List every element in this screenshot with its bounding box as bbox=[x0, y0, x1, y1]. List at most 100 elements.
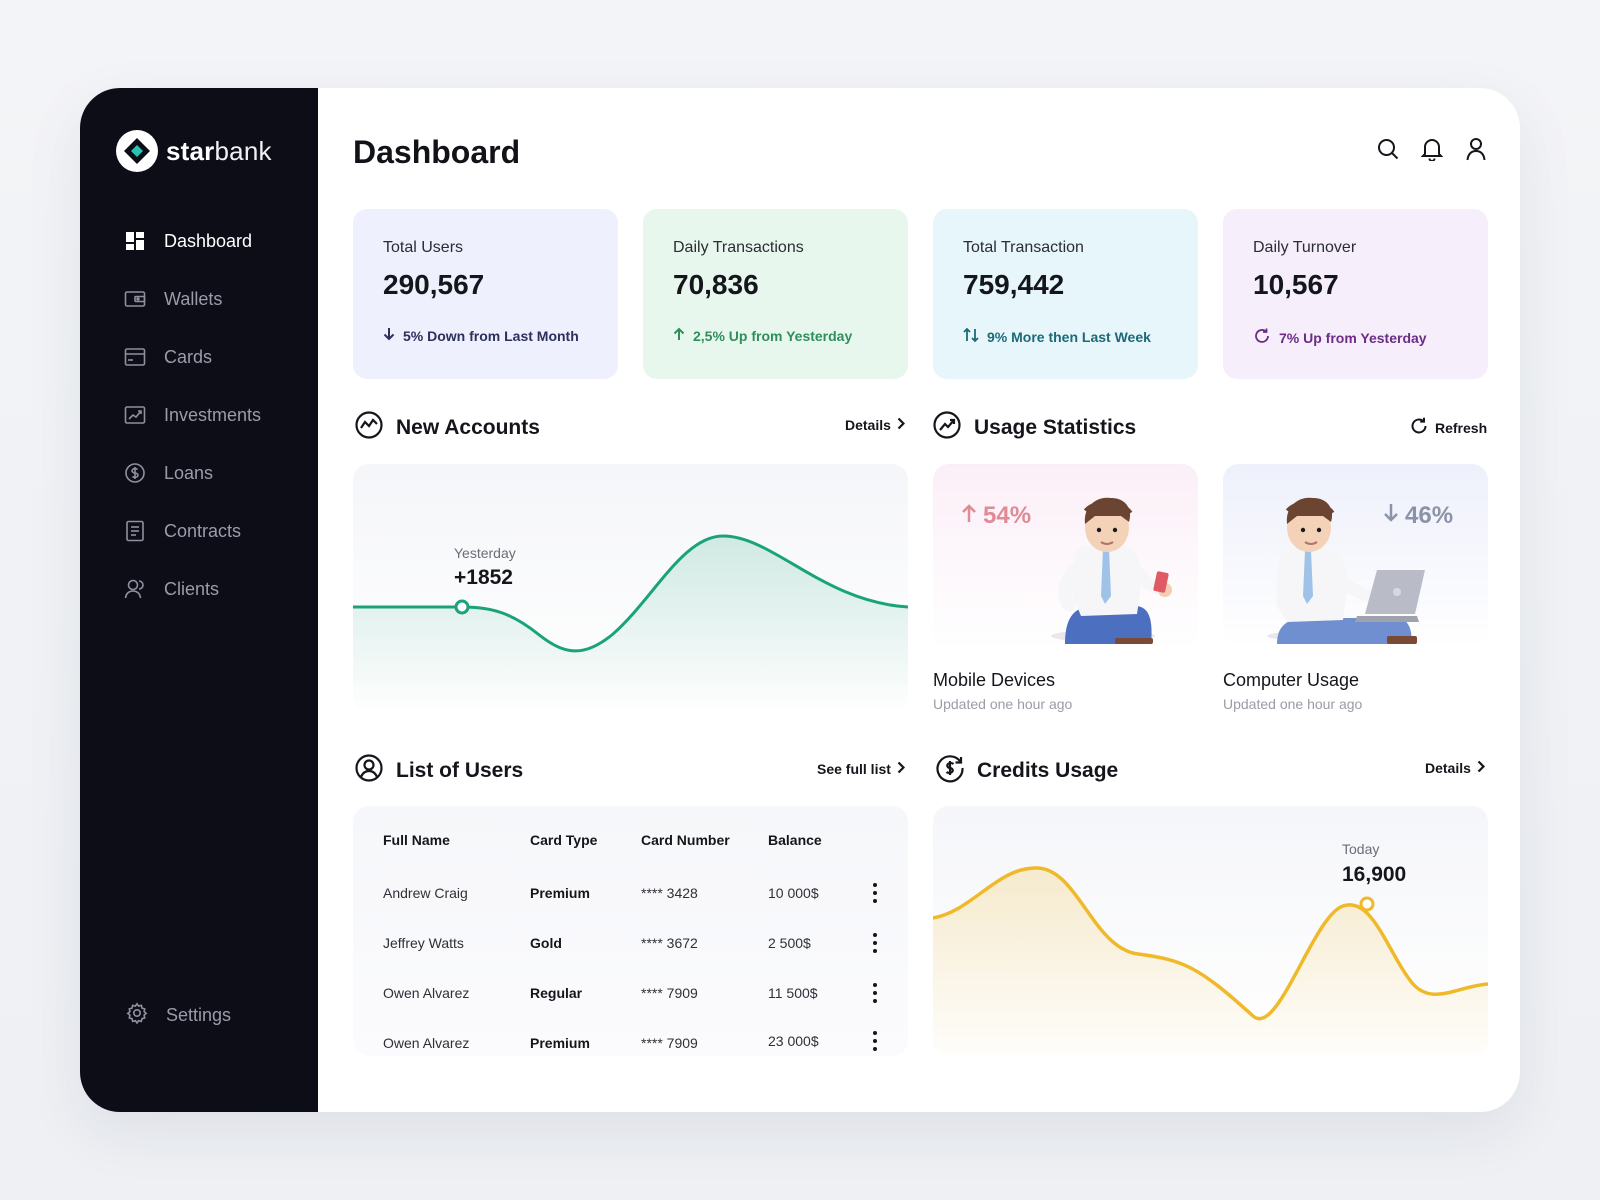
stat-card-daily-turnover[interactable]: Daily Turnover 10,567 7% Up from Yesterd… bbox=[1223, 209, 1488, 379]
refresh-icon bbox=[1409, 416, 1429, 439]
cell-card-type: Premium bbox=[530, 885, 590, 901]
settings-label: Settings bbox=[166, 1005, 232, 1025]
sidebar-item-loans[interactable]: Loans bbox=[124, 444, 261, 502]
stat-delta: 7% Up from Yesterday bbox=[1253, 327, 1427, 348]
arrow-down-icon bbox=[1383, 502, 1399, 530]
link-label: Details bbox=[845, 417, 891, 433]
sidebar: starbank Dashboard Wallets Cards bbox=[80, 88, 318, 1112]
table-row[interactable]: Jeffrey Watts Gold **** 3672 2 500$ bbox=[353, 920, 908, 968]
brand-name: starbank bbox=[166, 135, 272, 166]
table-row[interactable]: Owen Alvarez Regular **** 7909 11 500$ bbox=[353, 970, 908, 1018]
arrow-up-icon bbox=[673, 327, 685, 344]
chart-area bbox=[353, 536, 908, 714]
sidebar-item-label: Dashboard bbox=[164, 230, 253, 251]
cell-card-number: **** 3428 bbox=[641, 885, 698, 901]
logo-icon bbox=[116, 130, 158, 172]
dashboard-icon bbox=[124, 230, 146, 252]
mobile-user-illustration bbox=[1051, 497, 1172, 644]
loans-icon bbox=[124, 462, 146, 484]
cell-card-number: **** 3672 bbox=[641, 935, 698, 951]
stat-title: Daily Transactions bbox=[673, 239, 804, 256]
clients-icon bbox=[124, 578, 146, 600]
link-label: Details bbox=[1425, 760, 1471, 776]
usage-card-computer[interactable]: 46% bbox=[1223, 464, 1488, 649]
contracts-icon bbox=[124, 520, 146, 542]
stat-delta-text: 2,5% Up from Yesterday bbox=[693, 327, 853, 344]
up-down-arrows-icon bbox=[963, 327, 979, 346]
new-accounts-chart: Yesterday +1852 bbox=[353, 464, 908, 714]
cell-balance: 23 000$ bbox=[768, 1033, 819, 1049]
cell-full-name: Owen Alvarez bbox=[383, 985, 470, 1001]
new-accounts-details-link[interactable]: Details bbox=[845, 417, 905, 433]
cell-full-name: Owen Alvarez bbox=[383, 1035, 470, 1051]
stat-value: 759,442 bbox=[963, 269, 1065, 300]
user-icon[interactable] bbox=[1464, 136, 1488, 162]
new-accounts-header: New Accounts bbox=[354, 410, 540, 445]
stat-title: Daily Turnover bbox=[1253, 239, 1357, 256]
row-menu-icon[interactable] bbox=[865, 1028, 885, 1054]
stat-title: Total Users bbox=[383, 239, 464, 256]
stat-title: Total Transaction bbox=[963, 239, 1084, 256]
cell-card-type: Premium bbox=[530, 1035, 590, 1051]
search-icon[interactable] bbox=[1376, 136, 1400, 162]
chart-line bbox=[353, 534, 908, 653]
usage-card-mobile[interactable]: 54% bbox=[933, 464, 1198, 649]
row-menu-icon[interactable] bbox=[865, 980, 885, 1006]
usage-percent: 46% bbox=[1383, 502, 1453, 530]
stat-delta-text: 7% Up from Yesterday bbox=[1279, 329, 1427, 346]
card-icon bbox=[124, 346, 146, 368]
usage-card-subtitle: Updated one hour ago bbox=[1223, 696, 1363, 712]
usage-percent: 54% bbox=[961, 502, 1031, 530]
sidebar-item-wallets[interactable]: Wallets bbox=[124, 270, 261, 328]
usage-refresh-button[interactable]: Refresh bbox=[1409, 416, 1487, 439]
usage-percent-value: 54% bbox=[983, 502, 1032, 529]
chevron-right-icon bbox=[897, 761, 905, 777]
cell-card-number: **** 7909 bbox=[641, 1035, 698, 1051]
cell-balance: 10 000$ bbox=[768, 885, 819, 901]
sidebar-item-label: Loans bbox=[164, 462, 214, 483]
stat-card-total-transaction[interactable]: Total Transaction 759,442 9% More then L… bbox=[933, 209, 1198, 379]
cell-full-name: Andrew Craig bbox=[383, 885, 468, 901]
table-row[interactable]: Owen Alvarez Premium **** 7909 23 000$ bbox=[353, 1020, 908, 1056]
stat-delta: 2,5% Up from Yesterday bbox=[673, 327, 852, 344]
table-row[interactable]: Andrew Craig Premium **** 3428 10 000$ bbox=[353, 870, 908, 918]
bell-icon[interactable] bbox=[1420, 136, 1444, 162]
investments-icon bbox=[124, 404, 146, 426]
column-header[interactable]: Full Name bbox=[383, 832, 450, 848]
header-actions bbox=[1376, 136, 1488, 162]
stat-delta: 5% Down from Last Month bbox=[383, 327, 579, 344]
user-circle-icon bbox=[354, 753, 384, 788]
marker-label: Today bbox=[1342, 841, 1379, 857]
cell-full-name: Jeffrey Watts bbox=[383, 935, 464, 951]
brand-logo[interactable]: starbank bbox=[116, 130, 272, 172]
chart-marker bbox=[454, 599, 470, 615]
sidebar-item-dashboard[interactable]: Dashboard bbox=[124, 212, 261, 270]
stat-value: 70,836 bbox=[673, 269, 759, 300]
usage-statistics-header: Usage Statistics bbox=[932, 410, 1136, 445]
link-label: See full list bbox=[817, 761, 891, 777]
sidebar-item-contracts[interactable]: Contracts bbox=[124, 502, 261, 560]
wallet-icon bbox=[124, 288, 146, 310]
stat-value: 290,567 bbox=[383, 269, 485, 300]
row-menu-icon[interactable] bbox=[865, 880, 885, 906]
sidebar-item-clients[interactable]: Clients bbox=[124, 560, 261, 618]
row-menu-icon[interactable] bbox=[865, 930, 885, 956]
sidebar-item-settings[interactable]: Settings bbox=[126, 1002, 231, 1029]
sidebar-item-label: Clients bbox=[164, 578, 220, 599]
stat-delta-text: 9% More then Last Week bbox=[987, 328, 1151, 345]
stat-card-total-users[interactable]: Total Users 290,567 5% Down from Last Mo… bbox=[353, 209, 618, 379]
column-header[interactable]: Balance bbox=[768, 832, 822, 848]
credits-details-link[interactable]: Details bbox=[1425, 760, 1485, 776]
chevron-right-icon bbox=[897, 417, 905, 433]
cell-card-number: **** 7909 bbox=[641, 985, 698, 1001]
column-header[interactable]: Card Type bbox=[530, 832, 598, 848]
usage-card-title: Mobile Devices bbox=[933, 670, 1056, 690]
column-header[interactable]: Card Number bbox=[641, 832, 730, 848]
sidebar-item-cards[interactable]: Cards bbox=[124, 328, 261, 386]
stat-card-daily-transactions[interactable]: Daily Transactions 70,836 2,5% Up from Y… bbox=[643, 209, 908, 379]
sidebar-item-investments[interactable]: Investments bbox=[124, 386, 261, 444]
gear-icon bbox=[126, 1002, 148, 1029]
section-title: Credits Usage bbox=[977, 758, 1119, 782]
see-full-list-link[interactable]: See full list bbox=[817, 761, 905, 777]
trend-circle-icon bbox=[354, 410, 384, 445]
